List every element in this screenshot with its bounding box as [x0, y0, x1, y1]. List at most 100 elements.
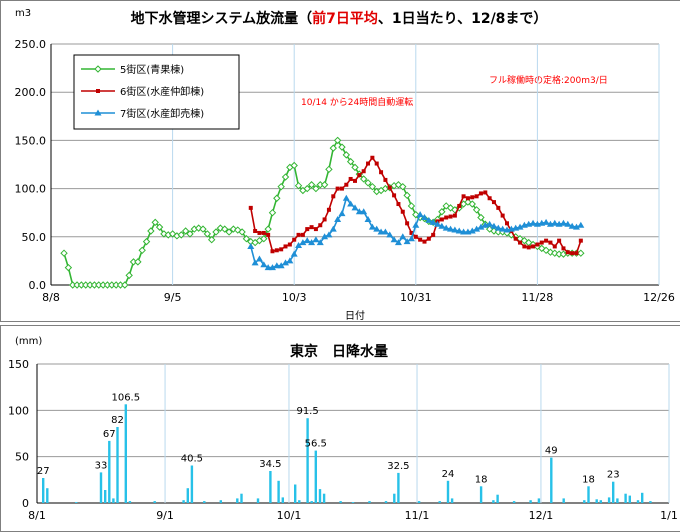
rain-bar — [46, 488, 49, 503]
data-point — [368, 182, 377, 191]
data-point — [434, 220, 442, 227]
data-point — [270, 249, 275, 254]
data-point — [299, 239, 307, 246]
rain-bar — [612, 481, 615, 503]
data-point — [303, 237, 311, 244]
rain-bar — [384, 501, 388, 503]
rain-bar — [351, 502, 355, 503]
rain-bar — [256, 498, 260, 503]
rain-bar-label: 32.5 — [387, 461, 409, 472]
rain-bar — [496, 494, 499, 503]
rain-bar — [562, 498, 565, 503]
data-point — [247, 242, 255, 249]
y-tick-label: 150.0 — [15, 134, 47, 147]
rain-bar-label: 27 — [37, 466, 50, 477]
data-point — [342, 194, 350, 201]
data-point — [286, 257, 294, 264]
rain-bar — [636, 500, 640, 503]
x-tick-label: 11/28 — [522, 291, 554, 304]
rain-bar — [281, 497, 284, 503]
data-point — [431, 232, 436, 237]
rain-bar — [628, 495, 631, 503]
x-tick-label: 9/5 — [164, 291, 182, 304]
data-point — [360, 208, 368, 215]
legend-item: 6街区(水産仲卸棟) — [81, 85, 204, 98]
rain-bar — [277, 480, 280, 503]
data-point — [308, 239, 316, 246]
data-point — [268, 208, 277, 217]
data-point — [477, 223, 485, 230]
rain-bar-label: 106.5 — [111, 392, 140, 403]
data-point — [273, 194, 281, 202]
x-tick-label: 10/3 — [282, 291, 307, 304]
data-point — [303, 184, 311, 193]
data-point — [199, 225, 207, 233]
data-point — [407, 202, 416, 210]
data-point — [491, 200, 496, 205]
data-point — [399, 233, 407, 240]
legend-label: 6街区(水産仲卸棟) — [120, 85, 204, 98]
legend-item: 7街区(水産卸売棟) — [81, 107, 204, 120]
y-tick-label: 100.0 — [15, 183, 47, 196]
y-tick-label: 50 — [15, 451, 29, 464]
data-point — [305, 227, 310, 232]
data-point — [221, 225, 229, 233]
data-point — [333, 136, 342, 145]
data-point — [468, 200, 476, 208]
data-point — [264, 225, 272, 233]
data-point — [225, 228, 233, 236]
rain-bar — [595, 499, 598, 503]
data-point — [418, 237, 423, 242]
rain-bar-label: 24 — [442, 469, 455, 480]
data-point — [320, 181, 329, 189]
data-point — [551, 219, 559, 226]
rain-bar — [512, 501, 516, 503]
data-point — [138, 246, 146, 255]
data-point — [186, 230, 194, 238]
data-point — [294, 182, 303, 190]
data-point — [500, 213, 505, 218]
series-green — [60, 136, 585, 289]
data-point — [300, 232, 305, 237]
data-point — [312, 184, 320, 193]
data-point — [452, 213, 457, 218]
rain-bar — [322, 493, 326, 503]
rain-bar — [339, 501, 342, 503]
series-blue — [247, 194, 585, 271]
data-point — [439, 217, 444, 222]
data-point — [577, 221, 585, 228]
data-point — [322, 217, 327, 222]
data-point — [364, 179, 372, 187]
data-point — [379, 170, 384, 175]
rain-bar-label: 82 — [111, 415, 124, 426]
data-point — [312, 236, 320, 243]
rain-bar — [182, 500, 185, 503]
data-point — [477, 213, 485, 222]
rainfall-chart-panel: 東京 日降水量 (mm) 0 50 100 150 8/1 9/1 10/1 11/1 12/1… — [0, 325, 680, 532]
data-point — [505, 221, 509, 226]
x-tick-label: 10/1 — [277, 509, 302, 522]
rain-bar — [294, 484, 297, 503]
data-point — [394, 239, 402, 246]
data-point — [444, 215, 449, 220]
data-point — [400, 209, 405, 214]
rain-bar — [298, 500, 301, 503]
data-point — [338, 143, 346, 151]
rain-bar — [75, 502, 78, 503]
data-point — [425, 216, 433, 223]
data-point — [470, 195, 475, 200]
x-axis-title: 日付 — [345, 309, 365, 321]
rain-bar-label: 23 — [607, 470, 620, 481]
rain-bar-label: 34.5 — [259, 459, 281, 470]
data-point — [347, 200, 355, 207]
data-point — [238, 228, 246, 236]
data-point — [368, 223, 376, 230]
rain-bar — [310, 501, 313, 503]
data-point — [413, 234, 418, 239]
data-point — [353, 178, 357, 183]
rain-bar-label: 18 — [475, 474, 488, 485]
data-point — [274, 248, 279, 253]
data-point — [361, 169, 366, 174]
data-point — [559, 219, 567, 226]
data-point — [438, 222, 446, 229]
